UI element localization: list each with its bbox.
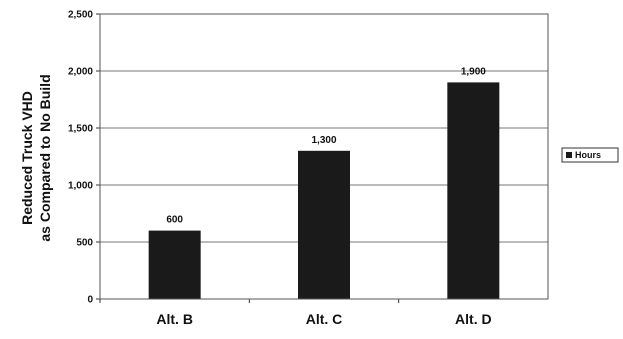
y-tick-label: 1,000 xyxy=(68,181,93,192)
y-axis-label-line-1: Reduced Truck VHD xyxy=(19,91,35,225)
data-label: 1,900 xyxy=(461,66,486,77)
bars xyxy=(148,82,500,300)
data-label: 600 xyxy=(166,215,183,226)
bar xyxy=(447,82,500,300)
data-label: 1,300 xyxy=(311,135,336,146)
y-tick-label: 2,000 xyxy=(68,67,93,78)
bar xyxy=(148,230,201,299)
y-tick-label: 0 xyxy=(87,295,93,306)
y-axis-label: Reduced Truck VHD as Compared to No Buil… xyxy=(19,74,53,241)
y-axis-label-line-2: as Compared to No Build xyxy=(37,74,53,241)
x-category-label: Alt. D xyxy=(455,311,492,327)
y-tick-label: 500 xyxy=(76,238,93,249)
y-tick-label: 2,500 xyxy=(68,10,93,21)
x-axis-labels: Alt. B Alt. C Alt. D xyxy=(99,299,492,327)
legend: Hours xyxy=(561,147,619,163)
y-tick-label: 1,500 xyxy=(68,124,93,135)
legend-box xyxy=(561,147,619,163)
y-axis-ticks: 0 500 1,000 1,500 2,000 2,500 xyxy=(68,10,100,306)
data-labels: 600 1,300 1,900 xyxy=(166,66,486,225)
legend-swatch-hours xyxy=(566,152,572,158)
x-category-label: Alt. C xyxy=(306,311,343,327)
legend-label-hours: Hours xyxy=(575,150,601,160)
plot-area-frame xyxy=(99,13,549,300)
bar xyxy=(298,150,350,299)
x-category-label: Alt. B xyxy=(156,311,193,327)
